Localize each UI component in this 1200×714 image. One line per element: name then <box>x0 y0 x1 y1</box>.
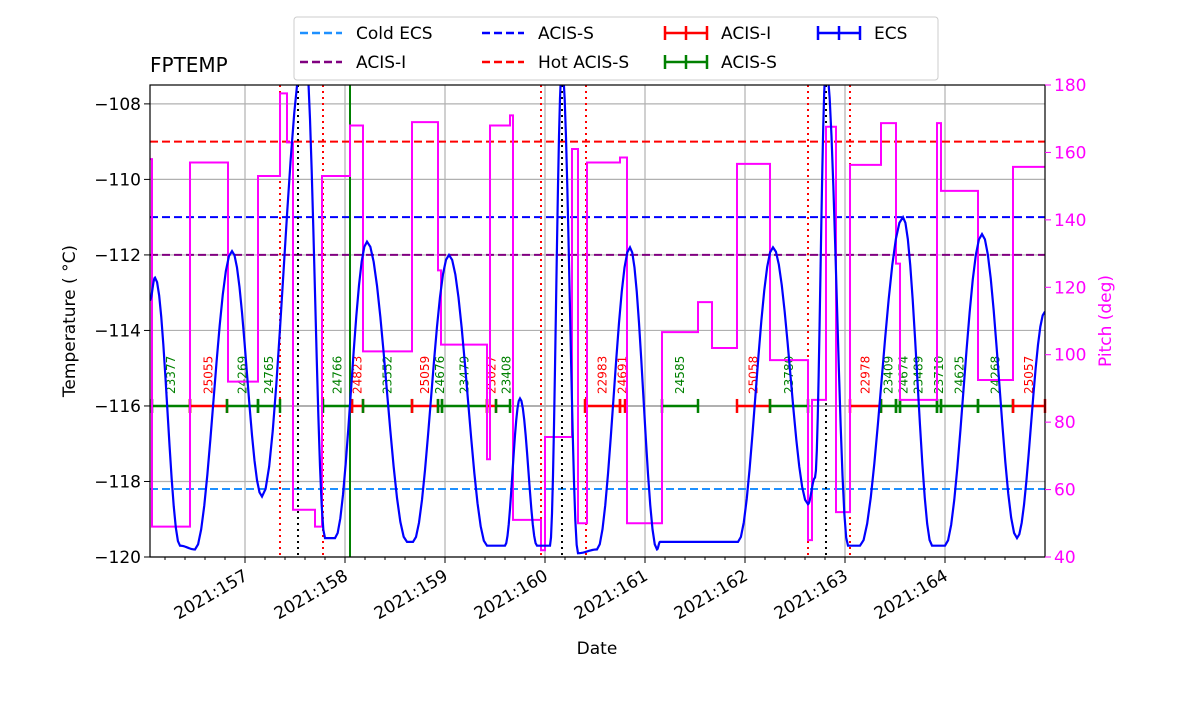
grid <box>150 85 1045 558</box>
vertical-lines <box>279 85 851 557</box>
obsid-label: 23479 <box>458 356 472 394</box>
y-tick-label: −118 <box>94 472 141 492</box>
y-axis-label: Temperature ( °C) <box>60 245 80 398</box>
y2-tick-label: 40 <box>1054 548 1076 568</box>
legend-label: Hot ACIS-S <box>538 53 629 73</box>
obsid-label: 25057 <box>1022 356 1036 394</box>
limit-lines <box>150 140 1045 491</box>
y2-tick-label: 100 <box>1054 346 1086 366</box>
series <box>150 85 1045 555</box>
temperature-line <box>150 85 1045 555</box>
obsid-label: 22978 <box>859 356 873 394</box>
y-tick-label: −120 <box>94 548 141 568</box>
obsid-label: 24585 <box>673 356 687 394</box>
x-tick-label: 2021:161 <box>571 566 652 624</box>
y2-tick-label: 180 <box>1054 76 1086 96</box>
x-tick-label: 2021:158 <box>271 566 352 624</box>
obsid-label: 23710 <box>932 356 946 394</box>
plot-frame <box>149 84 1046 558</box>
legend-box <box>293 16 939 81</box>
y-tick-label: −112 <box>94 246 141 266</box>
y2-tick-label: 120 <box>1054 278 1086 298</box>
legend-label: Cold ECS <box>356 24 433 44</box>
y2-axis-label: Pitch (deg) <box>1096 275 1116 367</box>
obsid-label: 23408 <box>500 356 514 394</box>
y2-tick-label: 80 <box>1054 413 1076 433</box>
obsid-label: 23489 <box>912 356 926 394</box>
obsid-label: 23377 <box>164 356 178 394</box>
obsid-label: 23780 <box>782 356 796 394</box>
obsid-label: 24766 <box>331 356 345 394</box>
x-tick-label: 2021:159 <box>371 566 452 624</box>
legend-label: ACIS-I <box>356 53 406 73</box>
obsid-bars: 23377 25055 24269 24765 24766 24823 23552 25059… <box>150 356 1047 413</box>
obsid-label: 25059 <box>418 356 432 394</box>
x-axis-label: Date <box>577 639 618 659</box>
y2-tick-label: 60 <box>1054 481 1076 501</box>
y2-tick-label: 140 <box>1054 211 1086 231</box>
obsid-label: 22983 <box>596 356 610 394</box>
x-tick-label: 2021:164 <box>871 566 952 624</box>
x-tick-label: 2021:157 <box>171 566 252 624</box>
x-tick-label: 2021:163 <box>771 566 852 624</box>
obsid-label: 24823 <box>351 356 365 394</box>
x-tick-label: 2021:162 <box>671 566 752 624</box>
pitch-line <box>150 92 1045 552</box>
y-tick-label: −108 <box>94 95 141 115</box>
obsid-label: 25055 <box>202 356 216 394</box>
obsid-label: 23409 <box>882 356 896 394</box>
legend-label: ACIS-S <box>538 24 594 44</box>
y-tick-label: −116 <box>94 397 141 417</box>
chart-title: FPTEMP <box>150 53 228 77</box>
x-tick-label: 2021:160 <box>471 566 552 624</box>
obsid-label: 24765 <box>262 356 276 394</box>
legend: Cold ECS ACIS-I ACIS-S Hot ACIS-S ACIS-I ACIS… <box>293 16 939 81</box>
y-tick-label: −110 <box>94 170 141 190</box>
legend-label: ECS <box>874 24 907 44</box>
legend-label: ACIS-I <box>721 24 771 44</box>
y-tick-label: −114 <box>94 321 141 341</box>
obsid-label: 24676 <box>433 356 447 394</box>
legend-label: ACIS-S <box>721 53 777 73</box>
obsid-label: 24674 <box>897 356 911 394</box>
y2-tick-label: 160 <box>1054 143 1086 163</box>
